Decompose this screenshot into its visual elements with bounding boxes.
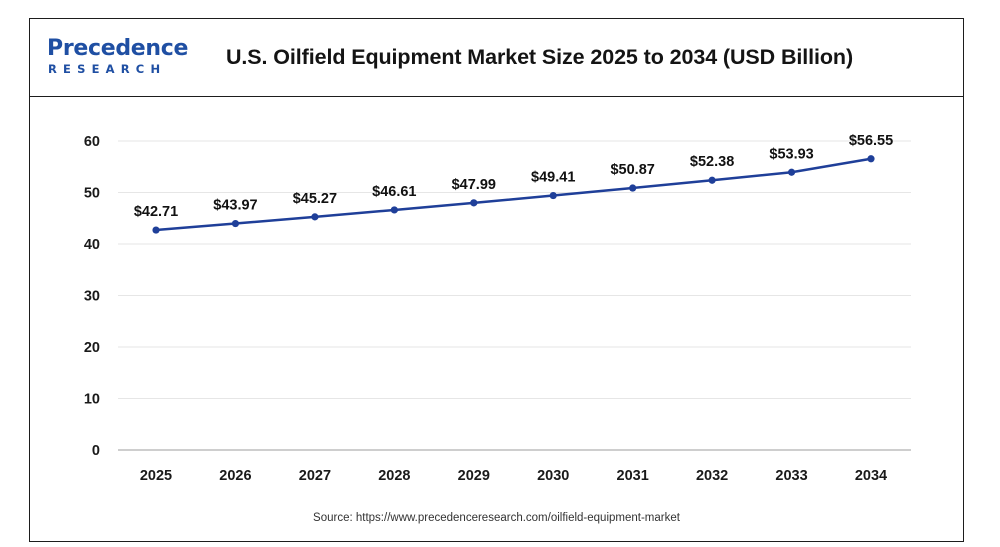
source-note: Source: https://www.precedenceresearch.c… [313, 512, 680, 524]
x-tick-label: 2027 [299, 468, 331, 484]
data-point [549, 191, 557, 200]
data-label: $46.61 [372, 184, 416, 200]
data-point [470, 199, 478, 207]
data-label: $42.71 [134, 204, 178, 220]
data-point [629, 184, 637, 192]
brand-sub: RESEARCH [48, 62, 167, 76]
brand-name: Precedence [47, 36, 189, 61]
data-label: $50.87 [610, 162, 654, 178]
x-tick-label: 2033 [775, 468, 807, 484]
data-label: $53.93 [769, 146, 813, 162]
data-point [311, 213, 319, 221]
y-tick-label: 10 [84, 392, 100, 408]
x-tick-label: 2032 [696, 468, 728, 484]
data-point [708, 176, 716, 184]
y-tick-label: 40 [84, 237, 100, 253]
data-label: $52.38 [690, 154, 734, 170]
x-tick-label: 2028 [378, 468, 410, 484]
y-tick-label: 50 [84, 186, 100, 202]
y-tick-label: 0 [92, 443, 100, 459]
data-label: $45.27 [293, 191, 337, 207]
y-tick-label: 60 [84, 134, 100, 150]
x-tick-label: 2030 [537, 468, 569, 484]
data-label: $47.99 [452, 177, 496, 193]
x-tick-label: 2025 [140, 468, 172, 484]
x-tick-label: 2026 [219, 468, 251, 484]
data-point [787, 168, 796, 176]
data-point [390, 206, 398, 214]
data-label: $43.97 [213, 198, 257, 214]
data-point [231, 219, 240, 228]
chart-header: Precedence RESEARCH U.S. Oilfield Equipm… [30, 19, 963, 97]
data-label: $49.41 [531, 170, 575, 186]
chart-frame: Precedence RESEARCH U.S. Oilfield Equipm… [29, 18, 964, 542]
x-tick-label: 2031 [617, 468, 649, 484]
y-tick-label: 30 [84, 289, 100, 305]
chart-title: U.S. Oilfield Equipment Market Size 2025… [226, 45, 854, 69]
series-line [154, 157, 873, 232]
x-tick-label: 2034 [855, 468, 887, 484]
x-tick-label: 2029 [458, 468, 490, 484]
data-point [152, 226, 160, 234]
y-tick-label: 20 [84, 340, 100, 356]
data-point [867, 155, 875, 163]
brand-logo: Precedence RESEARCH [47, 36, 189, 81]
data-label: $56.55 [849, 133, 893, 149]
